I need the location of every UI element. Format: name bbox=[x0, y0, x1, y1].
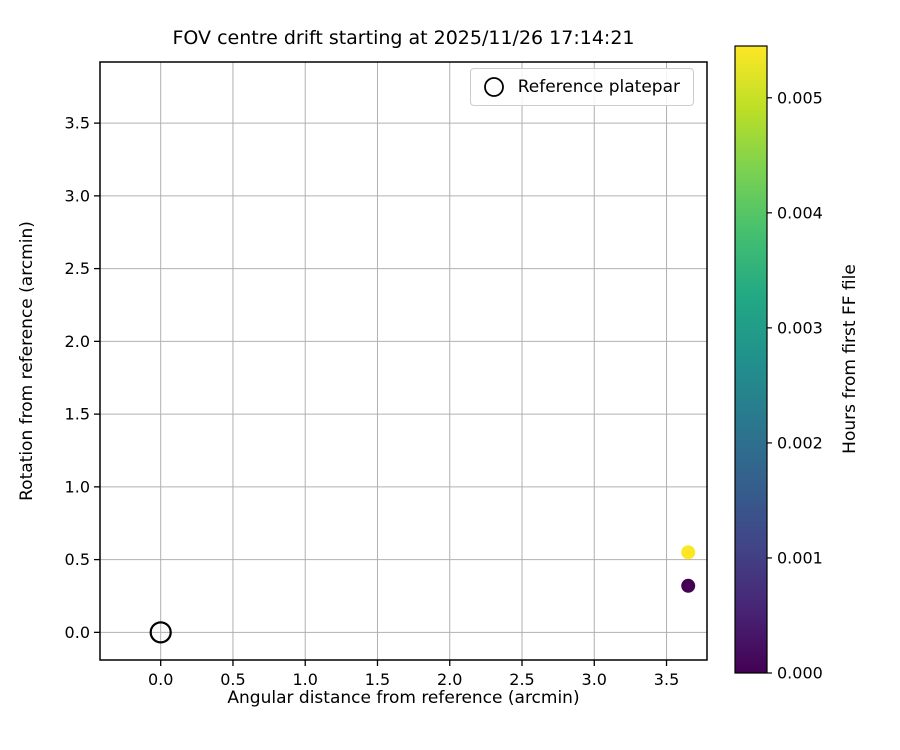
open-circle-icon bbox=[483, 77, 504, 97]
axes-border bbox=[99, 61, 708, 661]
colorbar-tick-label: 0.000 bbox=[777, 664, 823, 683]
y-axis-label: Rotation from reference (arcmin) bbox=[17, 221, 37, 501]
colorbar-tick-label: 0.004 bbox=[777, 203, 823, 222]
x-axis-label: Angular distance from reference (arcmin) bbox=[227, 688, 580, 708]
x-tick-label: 1.0 bbox=[292, 670, 317, 689]
grid bbox=[100, 62, 707, 660]
y-tick-label: 0.0 bbox=[65, 623, 90, 642]
y-tick-label: 3.5 bbox=[65, 114, 90, 133]
x-tick-label: 2.5 bbox=[509, 670, 534, 689]
y-tick-label: 1.5 bbox=[65, 405, 90, 424]
y-axis: 0.0 0.5 1.0 1.5 2.0 2.5 3.0 3.5 bbox=[65, 114, 100, 642]
colorbar-tick-label: 0.003 bbox=[777, 318, 823, 337]
legend-label: Reference platepar bbox=[517, 77, 680, 97]
colorbar: 0.000 0.001 0.002 0.003 0.004 0.005 bbox=[734, 45, 823, 683]
x-tick-label: 1.5 bbox=[365, 670, 390, 689]
y-tick-label: 1.0 bbox=[65, 477, 90, 496]
x-tick-label: 0.5 bbox=[220, 670, 245, 689]
x-tick-label: 3.0 bbox=[582, 670, 607, 689]
x-tick-label: 3.5 bbox=[654, 670, 679, 689]
y-tick-label: 2.0 bbox=[65, 332, 90, 351]
legend: Reference platepar bbox=[469, 68, 694, 106]
colorbar-tick-label: 0.001 bbox=[777, 548, 823, 567]
colorbar-label: Hours from first FF file bbox=[840, 264, 860, 454]
scatter-points bbox=[681, 545, 696, 593]
x-tick-label: 0.0 bbox=[148, 670, 173, 689]
reference-marker bbox=[149, 621, 172, 644]
colorbar-gradient bbox=[734, 45, 768, 674]
scatter-point bbox=[681, 545, 696, 560]
x-axis: 0.0 0.5 1.0 1.5 2.0 2.5 3.0 3.5 bbox=[148, 660, 679, 689]
y-tick-label: 2.5 bbox=[65, 259, 90, 278]
scatter-point bbox=[681, 578, 696, 593]
y-tick-label: 0.5 bbox=[65, 550, 90, 569]
chart-title: FOV centre drift starting at 2025/11/26 … bbox=[172, 27, 635, 49]
x-tick-label: 2.0 bbox=[437, 670, 462, 689]
colorbar-tick-label: 0.005 bbox=[777, 88, 823, 107]
y-tick-label: 3.0 bbox=[65, 186, 90, 205]
colorbar-tick-label: 0.002 bbox=[777, 433, 823, 452]
